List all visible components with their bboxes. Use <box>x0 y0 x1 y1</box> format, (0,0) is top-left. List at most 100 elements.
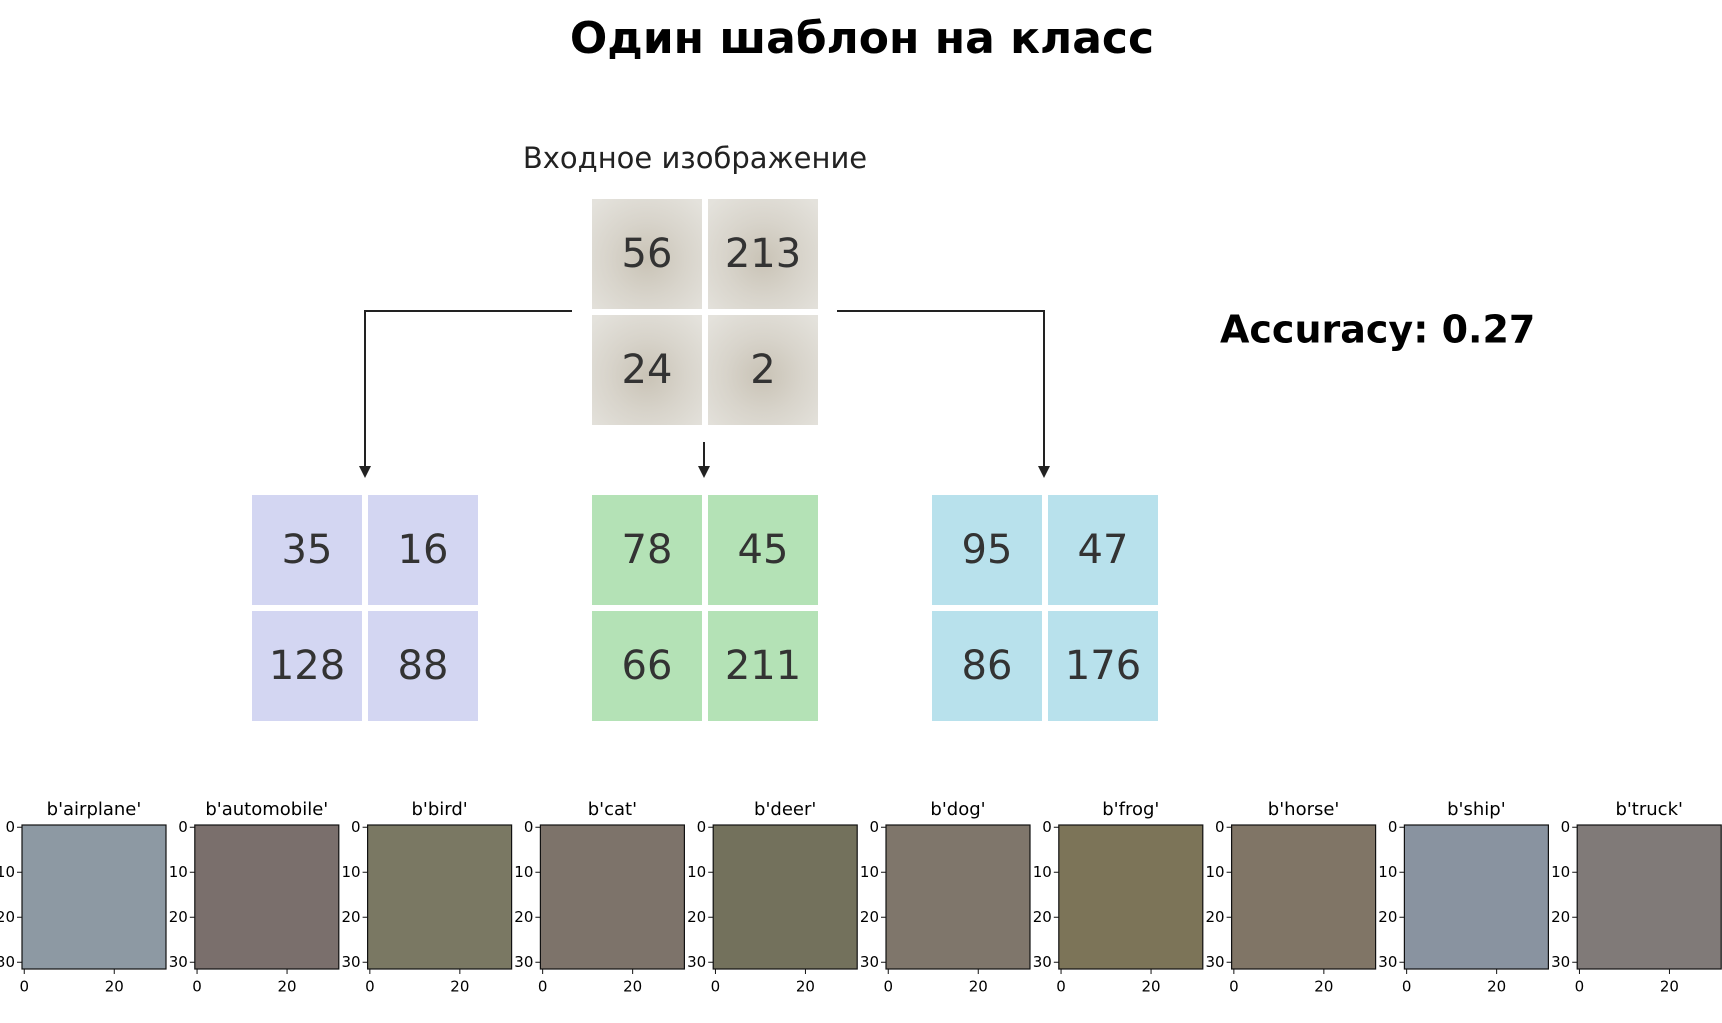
x-tick-label: 20 <box>105 978 124 996</box>
x-tick-label: 20 <box>796 978 815 996</box>
y-tick-label: 10 <box>169 863 188 881</box>
pixel-cell <box>708 199 818 309</box>
y-tick-label: 0 <box>1042 818 1052 836</box>
y-tick-label: 10 <box>0 863 15 881</box>
pixel-value: 45 <box>738 527 789 573</box>
y-tick-label: 30 <box>1206 953 1225 971</box>
x-tick-label: 0 <box>1402 978 1412 996</box>
x-tick-label: 0 <box>883 978 893 996</box>
y-tick-label: 10 <box>1033 863 1052 881</box>
pixel-cell <box>1048 611 1158 721</box>
y-tick-label: 20 <box>687 908 706 926</box>
class-title: b'horse' <box>1268 799 1340 820</box>
class-title: b'cat' <box>588 799 637 820</box>
arrow <box>364 310 572 468</box>
y-tick-label: 30 <box>1551 953 1570 971</box>
y-tick-label: 10 <box>1378 863 1397 881</box>
arrow <box>837 310 1045 468</box>
x-tick-label: 0 <box>538 978 548 996</box>
pixel-cell <box>252 611 362 721</box>
pixel-cell <box>592 199 702 309</box>
y-tick-label: 30 <box>514 953 533 971</box>
class-template <box>1576 824 1722 970</box>
x-tick-label: 20 <box>969 978 988 996</box>
pixel-cell <box>592 611 702 721</box>
y-tick-label: 10 <box>687 863 706 881</box>
pixel-value: 95 <box>962 527 1013 573</box>
y-tick-label: 30 <box>1033 953 1052 971</box>
class-title: b'deer' <box>754 799 816 820</box>
input-label: Входное изображение <box>523 141 867 175</box>
class-title: b'truck' <box>1615 799 1683 820</box>
y-tick-label: 20 <box>1206 908 1225 926</box>
y-tick-label: 0 <box>1561 818 1571 836</box>
class-template <box>1403 824 1550 970</box>
x-tick-label: 0 <box>365 978 375 996</box>
pixel-value: 78 <box>622 527 673 573</box>
pixel-value: 56 <box>622 231 673 277</box>
pixel-value: 213 <box>725 231 801 277</box>
pixel-cell <box>708 315 818 425</box>
pixel-cell <box>368 611 478 721</box>
pixel-value: 47 <box>1078 527 1129 573</box>
pixel-cell <box>708 611 818 721</box>
pixel-cell <box>932 611 1042 721</box>
x-tick-label: 0 <box>1575 978 1585 996</box>
y-tick-label: 0 <box>351 818 361 836</box>
pixel-cell <box>252 495 362 605</box>
y-tick-label: 0 <box>1388 818 1398 836</box>
class-template <box>21 824 167 970</box>
y-tick-label: 30 <box>860 953 879 971</box>
x-tick-label: 0 <box>19 978 29 996</box>
pixel-value: 16 <box>398 527 449 573</box>
pixel-cell <box>1048 495 1158 605</box>
pixel-value: 2 <box>750 347 775 393</box>
x-tick-label: 20 <box>1314 978 1333 996</box>
y-tick-label: 0 <box>697 818 707 836</box>
y-tick-label: 20 <box>342 908 361 926</box>
title: Один шаблон на класс <box>570 13 1154 64</box>
class-template <box>885 824 1031 970</box>
y-tick-label: 0 <box>5 818 15 836</box>
y-tick-label: 20 <box>514 908 533 926</box>
pixel-value: 24 <box>622 347 673 393</box>
arrows <box>359 310 1050 478</box>
x-tick-label: 20 <box>450 978 469 996</box>
class-template <box>1230 824 1377 970</box>
x-tick-label: 20 <box>1142 978 1161 996</box>
class-title: b'bird' <box>411 799 467 820</box>
pixel-value: 88 <box>398 643 449 689</box>
x-tick-label: 0 <box>192 978 202 996</box>
x-tick-label: 0 <box>1229 978 1239 996</box>
class-title: b'dog' <box>930 799 985 820</box>
class-title: b'frog' <box>1102 799 1159 820</box>
class-title: b'automobile' <box>205 799 328 820</box>
y-tick-label: 20 <box>169 908 188 926</box>
y-tick-label: 10 <box>860 863 879 881</box>
y-tick-label: 30 <box>1378 953 1397 971</box>
pixel-cell <box>368 495 478 605</box>
y-tick-label: 0 <box>869 818 879 836</box>
pixel-value: 86 <box>962 643 1013 689</box>
pixel-value: 128 <box>269 643 345 689</box>
x-tick-label: 20 <box>278 978 297 996</box>
y-tick-label: 20 <box>1551 908 1570 926</box>
class-template <box>539 824 686 970</box>
y-tick-label: 10 <box>1551 863 1570 881</box>
pixel-cell <box>592 315 702 425</box>
pixel-cell <box>592 495 702 605</box>
y-tick-label: 0 <box>1215 818 1225 836</box>
y-tick-label: 30 <box>342 953 361 971</box>
y-tick-label: 30 <box>169 953 188 971</box>
class-template <box>367 824 513 970</box>
y-tick-label: 30 <box>0 953 15 971</box>
y-tick-label: 0 <box>178 818 188 836</box>
class-template <box>712 824 858 970</box>
y-tick-label: 10 <box>1206 863 1225 881</box>
x-tick-label: 20 <box>1660 978 1679 996</box>
class-title: b'airplane' <box>47 799 142 820</box>
y-tick-label: 10 <box>342 863 361 881</box>
y-tick-label: 20 <box>0 908 15 926</box>
y-tick-label: 30 <box>687 953 706 971</box>
